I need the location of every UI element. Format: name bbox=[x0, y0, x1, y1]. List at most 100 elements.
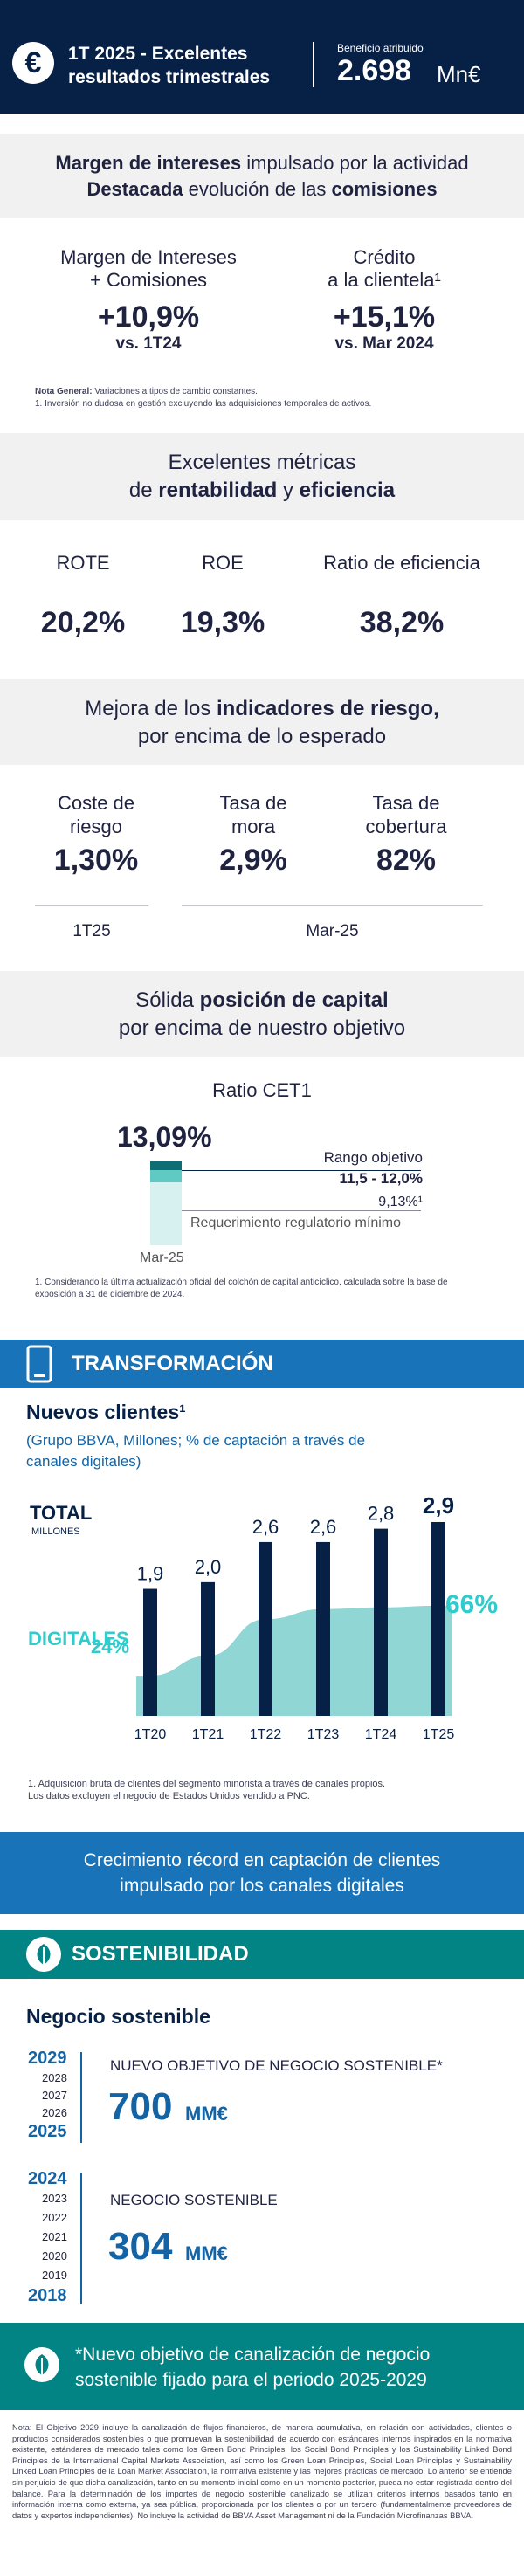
bar-1T25 bbox=[431, 1521, 445, 1716]
bar-1T22 bbox=[259, 1541, 272, 1716]
cet1-value: 13,09% bbox=[117, 1121, 212, 1153]
margin-metric-label2: + Comisiones bbox=[90, 269, 207, 291]
cet1-bar-buffer bbox=[150, 1161, 182, 1170]
sustainability-note: Nota: El Objetivo 2029 incluye la canali… bbox=[12, 2422, 512, 2520]
coverage-metric: Tasa de cobertura 82% bbox=[336, 791, 476, 878]
target-line bbox=[182, 1170, 421, 1171]
x-tick-1T22: 1T22 bbox=[250, 1727, 282, 1742]
target-value: 11,5 - 12,0% bbox=[339, 1170, 423, 1187]
margin-note-rest: Variaciones a tipos de cambio constantes… bbox=[92, 387, 258, 396]
coverage-value: 82% bbox=[376, 844, 437, 877]
margin-metric-label1: Margen de Intereses bbox=[60, 246, 237, 268]
results-header: € 1T 2025 - Excelentes resultados trimes… bbox=[0, 0, 524, 114]
credit-metric-value: +15,1% bbox=[333, 300, 436, 334]
achieved-caption: NEGOCIO SOSTENIBLE bbox=[110, 2192, 278, 2208]
sustainability-banner-line2: sostenible fijado para el periodo 2025-2… bbox=[75, 2370, 427, 2390]
efficiency-metric: Ratio de eficiencia 38,2% bbox=[306, 552, 498, 640]
roe-metric: ROE 19,3% bbox=[157, 552, 288, 640]
bar-value-1T23: 2,6 bbox=[310, 1516, 337, 1538]
transformation-note2: Los datos excluyen el negocio de Estados… bbox=[28, 1791, 310, 1801]
achieved-amount-unit: MM€ bbox=[185, 2242, 228, 2264]
target-caption: NUEVO OBJETIVO DE NEGOCIO SOSTENIBLE* bbox=[110, 2057, 443, 2074]
leaf-icon bbox=[24, 2347, 59, 2382]
leaf-icon bbox=[26, 1937, 61, 1972]
credit-metric: Crédito a la clientela¹ +15,1% vs. Mar 2… bbox=[279, 246, 489, 354]
credit-metric-label2: a la clientela¹ bbox=[328, 269, 441, 291]
bar-value-1T22: 2,6 bbox=[252, 1516, 279, 1538]
transformation-banner-line2: impulsado por los canales digitales bbox=[120, 1876, 404, 1896]
year-2023: 2023 bbox=[42, 2192, 67, 2205]
cet1-label: Ratio CET1 bbox=[212, 1079, 312, 1101]
x-tick-1T23: 1T23 bbox=[307, 1727, 340, 1742]
requirement-value: 9,13%¹ bbox=[378, 1195, 423, 1209]
roe-value: 19,3% bbox=[180, 606, 265, 639]
x-tick-1T21: 1T21 bbox=[192, 1727, 224, 1742]
header-title: 1T 2025 - Excelentes resultados trimestr… bbox=[68, 42, 270, 89]
roe-label: ROE bbox=[202, 552, 244, 574]
margin-headline-rest2: evolución de las bbox=[183, 178, 332, 200]
transformation-header: TRANSFORMACIÓN bbox=[0, 1340, 524, 1388]
target-amount: 700 bbox=[108, 2085, 173, 2128]
benefit-label: Beneficio atribuido bbox=[337, 42, 424, 54]
clients-chart: 1,9 1T20 2,0 1T21 2,6 1T22 2,6 1T23 2,8 1T24 2,9 1T… bbox=[91, 1492, 498, 1742]
target-amount-unit: MM€ bbox=[185, 2103, 228, 2125]
target-years: 2029 2028 2027 2026 2025 bbox=[28, 2049, 82, 2145]
requirement-label: Requerimiento regulatorio mínimo bbox=[190, 1216, 401, 1230]
digital-value-first: 24% bbox=[91, 1636, 129, 1657]
margin-note-bold: Nota General: bbox=[35, 387, 93, 396]
chart-title: Nuevos clientes¹ bbox=[26, 1401, 186, 1423]
transformation-banner-line1: Crecimiento récord en captación de clien… bbox=[83, 1850, 441, 1870]
year-2028: 2028 bbox=[42, 2071, 67, 2084]
transformation-note1: 1. Adquisición bruta de clientes del seg… bbox=[28, 1779, 386, 1789]
capital-note: 1. Considerando la última actualización … bbox=[35, 1278, 448, 1299]
x-tick-1T25: 1T25 bbox=[423, 1727, 455, 1742]
sustainable-business-title: Negocio sostenible bbox=[26, 2005, 210, 2028]
header-title-line1: 1T 2025 - Excelentes bbox=[68, 44, 248, 64]
cost-of-risk-label2: riesgo bbox=[70, 816, 122, 837]
year-2021: 2021 bbox=[42, 2230, 67, 2243]
bar-value-1T21: 2,0 bbox=[195, 1556, 222, 1578]
bar-1T20 bbox=[143, 1588, 157, 1716]
achieved-amount: 304 bbox=[108, 2225, 173, 2268]
total-label: TOTAL bbox=[30, 1502, 93, 1524]
rote-value: 20,2% bbox=[40, 606, 126, 639]
bar-1T21 bbox=[201, 1581, 215, 1716]
profitability-headline-line1: Excelentes métricas bbox=[168, 451, 356, 474]
year-2027: 2027 bbox=[42, 2089, 67, 2102]
total-unit: MILLONES bbox=[31, 1526, 80, 1537]
risk-period-2: Mar-25 bbox=[306, 922, 359, 940]
profitability-headline-pre: de bbox=[128, 479, 159, 502]
npl-ratio-label1: Tasa de bbox=[219, 792, 287, 814]
capital-headline-pre: Sólida bbox=[135, 988, 200, 1012]
margin-metric-sub: vs. 1T24 bbox=[115, 334, 182, 353]
profitability-headline: Excelentes métricas de rentabilidad y ef… bbox=[0, 433, 524, 520]
year-2020: 2020 bbox=[42, 2249, 67, 2263]
coverage-label2: cobertura bbox=[365, 816, 447, 837]
header-title-line2: resultados trimestrales bbox=[68, 67, 271, 87]
euro-icon: € bbox=[12, 42, 54, 84]
year-2019: 2019 bbox=[42, 2269, 67, 2282]
rote-metric: ROTE 20,2% bbox=[17, 552, 148, 640]
bar-1T23 bbox=[316, 1541, 330, 1716]
margin-note2: 1. Inversión no dudosa en gestión excluy… bbox=[35, 399, 372, 409]
benefit-unit: Mn€ bbox=[437, 61, 481, 87]
capital-headline: Sólida posición de capital por encima de… bbox=[0, 971, 524, 1057]
target-year-line bbox=[80, 2052, 82, 2143]
margin-headline: Margen de intereses impulsado por la act… bbox=[0, 134, 524, 218]
benefit-value: 2.698 bbox=[337, 54, 412, 87]
profitability-headline-mid: y bbox=[277, 479, 300, 502]
digital-value-last: 66% bbox=[445, 1590, 498, 1619]
year-2029: 2029 bbox=[28, 2049, 67, 2068]
cet1-bar-target bbox=[150, 1170, 182, 1182]
year-2018: 2018 bbox=[28, 2286, 67, 2305]
profitability-headline-bold2: eficiencia bbox=[299, 479, 396, 502]
digital-share-area bbox=[136, 1605, 452, 1716]
sustainability-banner-line1: *Nuevo objetivo de canalización de negoc… bbox=[75, 2345, 431, 2365]
header-divider bbox=[313, 42, 314, 87]
capital-headline-line2: por encima de nuestro objetivo bbox=[118, 1016, 406, 1040]
chart-subtitle: (Grupo BBVA, Millones; % de captación a … bbox=[26, 1432, 366, 1470]
risk-period-1: 1T25 bbox=[72, 922, 111, 940]
bar-value-1T25: 2,9 bbox=[423, 1492, 454, 1519]
margin-headline-bold3: comisiones bbox=[331, 178, 438, 200]
